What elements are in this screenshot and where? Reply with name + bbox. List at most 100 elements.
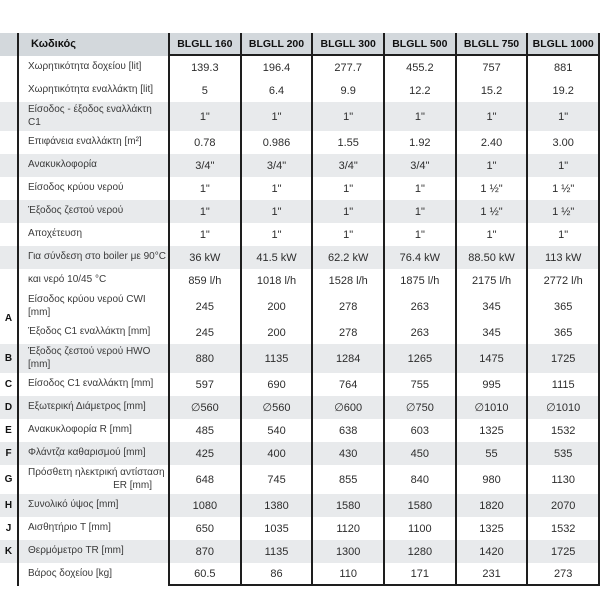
- row-label-line1: Θερμόμετρο TR [mm]: [28, 545, 124, 557]
- cell-blgll-1000: 535: [526, 442, 600, 465]
- cell-blgll-500: 1": [383, 200, 455, 223]
- row-label: Συνολικό ύψος [mm]: [17, 494, 168, 517]
- table-row: K Θερμόμετρο TR [mm] 870 1135 1300 1280 …: [0, 540, 600, 563]
- cell-blgll-500: 1100: [383, 517, 455, 540]
- cell-blgll-300: 1": [311, 200, 383, 223]
- row-label-line1: Αισθητήριο T [mm]: [28, 522, 111, 534]
- header-letter-cell: [0, 33, 17, 56]
- cell-blgll-1000: 1 ½": [526, 200, 600, 223]
- cell-blgll-300: 3/4": [311, 154, 383, 177]
- row-label-line1: Πρόσθετη ηλεκτρική αντίσταση: [28, 467, 165, 478]
- row-dimension-letter: C: [0, 373, 17, 396]
- row-label: Έξοδος ζεστού νερού HWO [mm]: [17, 344, 168, 373]
- cell-blgll-300: 1.55: [311, 131, 383, 154]
- cell-blgll-1000: 881: [526, 56, 600, 79]
- cell-blgll-1000: 1130: [526, 465, 600, 494]
- cell-blgll-200: 1380: [239, 494, 312, 517]
- cell-blgll-300: 1": [311, 223, 383, 246]
- cell-blgll-1000: 2772 l/h: [526, 269, 600, 292]
- cell-blgll-160: 880: [168, 344, 240, 373]
- cell-blgll-750: 15.2: [454, 79, 527, 102]
- cell-blgll-1000: 3.00: [526, 131, 600, 154]
- cell-blgll-750: 1325: [454, 517, 527, 540]
- row-label: Ανακυκλοφορία: [17, 154, 168, 177]
- table-row: Είσοδος - έξοδος εναλλάκτη C1 1" 1" 1" 1…: [0, 102, 600, 131]
- cell-blgll-500: 3/4": [383, 154, 455, 177]
- row-dimension-letter: [0, 177, 17, 200]
- row-label-line1: Ανακυκλοφορία: [28, 159, 97, 171]
- row-label-line1: και νερό 10/45 °C: [28, 274, 107, 286]
- cell-blgll-160: 245: [168, 321, 240, 344]
- cell-blgll-500: 1580: [383, 494, 455, 517]
- row-label: Έξοδος ζεστού νερού: [17, 200, 168, 223]
- row-label-line1: Είσοδος - έξοδος εναλλάκτη C1: [28, 104, 152, 128]
- row-dimension-letter: [0, 102, 17, 131]
- cell-blgll-500: 12.2: [383, 79, 455, 102]
- header-codes-label: Κωδικός: [17, 33, 168, 56]
- row-dimension-letter: K: [0, 540, 17, 563]
- row-label-line1: Είσοδος κρύου νερού CWI [mm]: [28, 294, 146, 318]
- cell-blgll-500: 840: [383, 465, 455, 494]
- table-row: Αποχέτευση 1" 1" 1" 1" 1" 1": [0, 223, 600, 246]
- row-label: Χωρητικότητα δοχείου [lit]: [17, 56, 168, 79]
- row-label-line1: Χωρητικότητα εναλλάκτη [lit]: [28, 84, 154, 96]
- row-dimension-letter: D: [0, 396, 17, 419]
- cell-blgll-300: ∅600: [311, 396, 383, 419]
- cell-blgll-750: 2175 l/h: [454, 269, 527, 292]
- row-label: Χωρητικότητα εναλλάκτη [lit]: [17, 79, 168, 102]
- cell-blgll-750: 1420: [454, 540, 527, 563]
- cell-blgll-1000: 19.2: [526, 79, 600, 102]
- row-label-line1: Αποχέτευση: [28, 228, 83, 240]
- cell-blgll-1000: 1725: [526, 540, 600, 563]
- cell-blgll-1000: ∅1010: [526, 396, 600, 419]
- cell-blgll-300: 277.7: [311, 56, 383, 79]
- cell-blgll-160: 3/4": [168, 154, 240, 177]
- cell-blgll-200: 1": [239, 200, 312, 223]
- cell-blgll-1000: 113 kW: [526, 246, 600, 269]
- cell-blgll-160: 1080: [168, 494, 240, 517]
- cell-blgll-500: 455.2: [383, 56, 455, 79]
- cell-blgll-160: 870: [168, 540, 240, 563]
- row-dimension-letter: [0, 56, 17, 79]
- cell-blgll-750: 1": [454, 154, 527, 177]
- row-label: Είσοδος - έξοδος εναλλάκτη C1: [17, 102, 168, 131]
- row-label: Πρόσθετη ηλεκτρική αντίσταση ER [mm]: [17, 465, 168, 494]
- cell-blgll-1000: 365: [526, 292, 600, 321]
- cell-blgll-200: ∅560: [239, 396, 312, 419]
- cell-blgll-160: 36 kW: [168, 246, 240, 269]
- row-label: Εξωτερική Διάμετρος [mm]: [17, 396, 168, 419]
- cell-blgll-160: 1": [168, 223, 240, 246]
- cell-blgll-300: 1580: [311, 494, 383, 517]
- header-col-blgll-200: BLGLL 200: [239, 33, 312, 56]
- dimension-letter-text: J: [5, 523, 12, 534]
- row-dimension-letter: [0, 154, 17, 177]
- cell-blgll-160: 1": [168, 200, 240, 223]
- cell-blgll-500: 1265: [383, 344, 455, 373]
- dimension-letter-text: A: [4, 313, 13, 324]
- row-label: Βάρος δοχείου [kg]: [17, 563, 168, 586]
- cell-blgll-750: 980: [454, 465, 527, 494]
- cell-blgll-1000: 1725: [526, 344, 600, 373]
- row-label-line1: Φλάντζα καθαρισμού [mm]: [28, 447, 146, 459]
- header-col-blgll-300: BLGLL 300: [311, 33, 384, 56]
- cell-blgll-1000: 1 ½": [526, 177, 600, 200]
- table-header-row: Κωδικός BLGLL 160 BLGLL 200 BLGLL 300 BL…: [0, 33, 600, 56]
- row-dimension-letter: H: [0, 494, 17, 517]
- cell-blgll-160: 648: [168, 465, 240, 494]
- row-dimension-letter: F: [0, 442, 17, 465]
- table-row: A Είσοδος κρύου νερού CWI [mm] 245 200 2…: [0, 292, 600, 324]
- cell-blgll-200: 200: [239, 292, 312, 321]
- row-label-line1: Είσοδος C1 εναλλάκτη [mm]: [28, 378, 154, 390]
- table-row: H Συνολικό ύψος [mm] 1080 1380 1580 1580…: [0, 494, 600, 517]
- cell-blgll-200: 86: [239, 563, 312, 586]
- boiler-spec-table: Κωδικός BLGLL 160 BLGLL 200 BLGLL 300 BL…: [0, 33, 600, 586]
- table-row: Χωρητικότητα δοχείου [lit] 139.3 196.4 2…: [0, 56, 600, 79]
- cell-blgll-160: ∅560: [168, 396, 240, 419]
- row-label: Ανακυκλοφορία R [mm]: [17, 419, 168, 442]
- cell-blgll-1000: 1532: [526, 419, 600, 442]
- cell-blgll-750: 757: [454, 56, 527, 79]
- cell-blgll-200: 0.986: [239, 131, 312, 154]
- cell-blgll-500: 171: [383, 563, 455, 586]
- cell-blgll-200: 1135: [239, 344, 312, 373]
- row-dimension-letter: [0, 131, 17, 154]
